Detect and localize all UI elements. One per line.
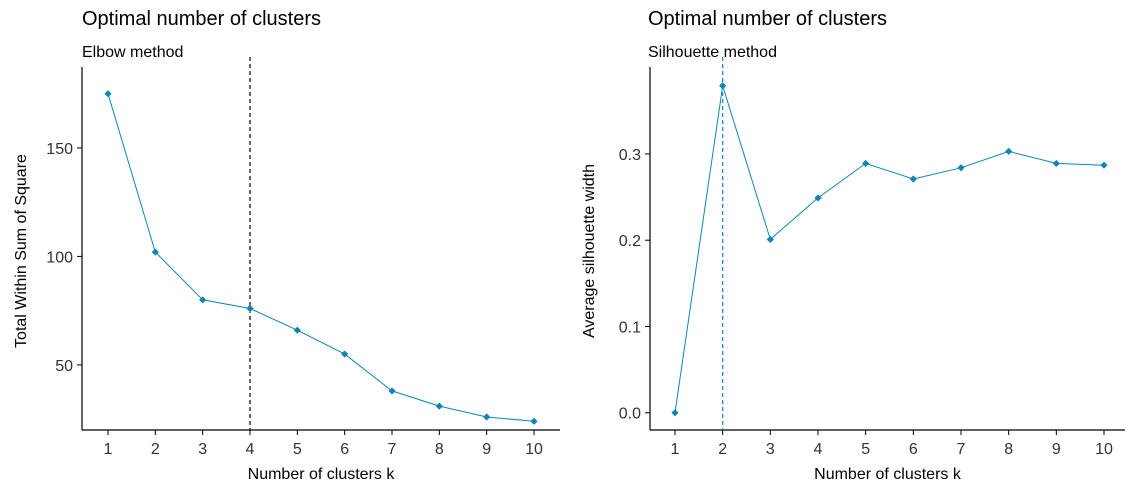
chart-title: Optimal number of clusters — [648, 8, 887, 30]
x-axis-title: Number of clusters k — [814, 466, 962, 483]
y-tick-label: 0.2 — [619, 233, 641, 250]
data-point — [530, 417, 538, 425]
x-tick-label: 1 — [104, 441, 113, 458]
data-point — [1005, 147, 1013, 155]
data-point — [862, 159, 870, 168]
x-tick-label: 9 — [482, 441, 491, 458]
x-tick-label: 2 — [718, 441, 727, 458]
data-point — [814, 194, 822, 202]
data-point — [293, 326, 301, 334]
x-tick-label: 6 — [909, 441, 918, 458]
y-axis-title: Average silhouette width — [581, 164, 598, 338]
x-tick-label: 4 — [246, 441, 255, 458]
data-point — [957, 164, 965, 172]
x-tick-label: 2 — [151, 441, 160, 458]
x-axis-title: Number of clusters k — [248, 466, 396, 483]
data-point — [1052, 159, 1060, 168]
data-point — [719, 82, 727, 90]
x-tick-label: 3 — [766, 441, 775, 458]
chart-title: Optimal number of clusters — [82, 8, 321, 30]
y-axis-title: Total Within Sum of Square — [13, 154, 30, 348]
series-line — [107, 93, 535, 422]
y-tick-label: 50 — [55, 358, 73, 375]
y-tick-label: 100 — [46, 249, 73, 266]
silhouette-chart-panel: Optimal number of clusters Silhouette me… — [565, 0, 1129, 490]
elbow-chart-panel: Optimal number of clusters Elbow method … — [13, 8, 560, 483]
data-point — [671, 409, 679, 417]
data-point — [199, 296, 207, 304]
x-tick-label: 5 — [293, 441, 302, 458]
chart-subtitle: Silhouette method — [648, 44, 777, 61]
data-point — [483, 413, 491, 421]
elbow-plot: 1 2 3 4 5 6 7 8 9 10 50 100 150 Number of clusters k T… — [13, 57, 560, 483]
x-tick-label: 3 — [198, 441, 207, 458]
x-tick-label: 5 — [861, 441, 870, 458]
x-tick-label: 8 — [435, 441, 444, 458]
x-tick-label: 9 — [1052, 441, 1061, 458]
silhouette-plot: 1 2 3 4 5 6 7 8 9 10 0.0 0.1 0.2 0.3 Number of cluster… — [581, 57, 1125, 483]
y-tick-label: 0.0 — [619, 406, 641, 423]
series-line — [674, 85, 1105, 413]
y-tick-label: 0.3 — [619, 147, 641, 164]
x-tick-label: 7 — [957, 441, 966, 458]
data-point — [909, 175, 917, 183]
x-tick-label: 4 — [814, 441, 823, 458]
y-tick-label: 0.1 — [619, 319, 641, 336]
data-point — [341, 350, 349, 358]
data-point — [104, 90, 112, 98]
data-point — [435, 402, 443, 410]
x-tick-label: 10 — [1095, 441, 1113, 458]
x-tick-label: 10 — [525, 441, 543, 458]
data-point — [388, 387, 396, 395]
x-tick-label: 8 — [1004, 441, 1013, 458]
x-tick-label: 1 — [671, 441, 680, 458]
data-point — [246, 304, 254, 313]
data-point — [151, 248, 159, 256]
x-tick-label: 7 — [388, 441, 397, 458]
y-tick-label: 150 — [46, 141, 73, 158]
x-tick-label: 6 — [340, 441, 349, 458]
data-point — [1100, 161, 1108, 169]
chart-subtitle: Elbow method — [82, 44, 184, 61]
